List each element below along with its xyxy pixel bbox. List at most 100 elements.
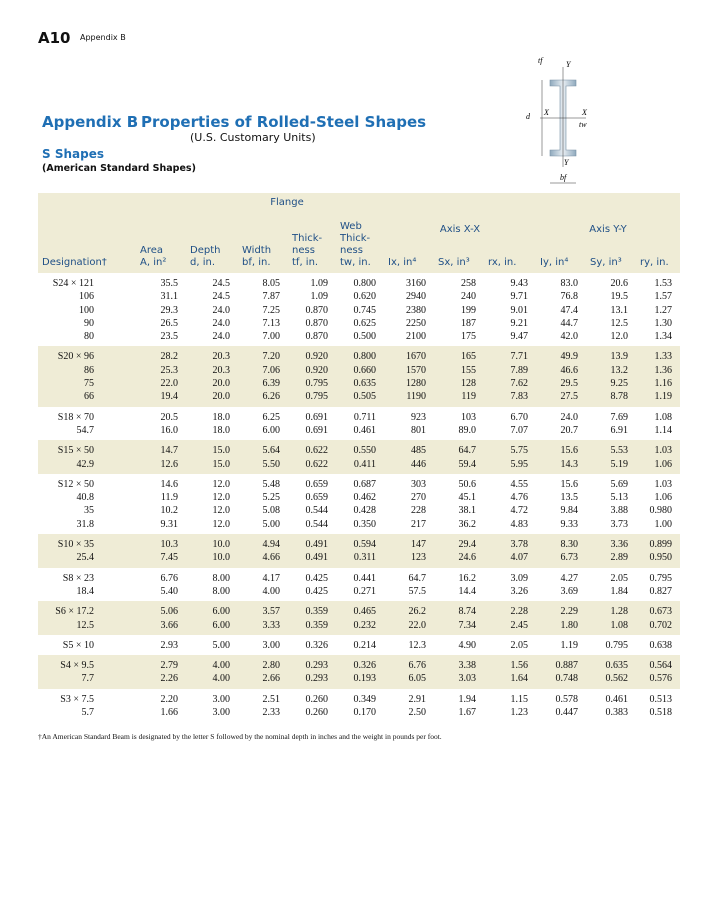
cell: 1.28 <box>586 601 636 619</box>
cell: 76.8 <box>560 291 579 303</box>
cell: 5.00 <box>262 518 281 530</box>
cell: 6.26 <box>238 390 288 407</box>
section-subtitle: (American Standard Shapes) <box>42 163 196 174</box>
cell: 7.06 <box>238 363 288 378</box>
cell: 0.311 <box>336 551 384 568</box>
cell: 0.887 <box>536 655 586 673</box>
cell: 9.47 <box>510 331 529 343</box>
header-line: Iy, in⁴ <box>540 257 569 268</box>
cell: 0.383 <box>605 707 629 719</box>
table-row: S8 × 23 6.76 8.00 4.17 0.425 0.441 64.7 16.2 3.0… <box>38 568 680 585</box>
table-row: 5.7 1.66 3.00 2.33 0.260 0.170 2.50 1.67 1.23 0.4… <box>38 706 680 722</box>
cell: 0.576 <box>636 672 680 689</box>
header-line: Thick- <box>292 233 323 244</box>
table-row: S15 × 50 14.7 15.0 5.64 0.622 0.550 485 64.7 5.7… <box>38 440 680 458</box>
cell: 0.659 <box>305 478 329 490</box>
cell: 0.659 <box>305 492 329 504</box>
cell: 7.71 <box>484 346 536 364</box>
header-line: ness <box>340 245 363 256</box>
cell: 6.25 <box>262 411 281 423</box>
cell: 2.93 <box>160 639 179 651</box>
cell: 10.0 <box>186 551 238 568</box>
cell: 4.83 <box>510 518 529 530</box>
cell: 13.9 <box>586 346 636 364</box>
cell: 0.745 <box>353 304 377 316</box>
table-row: S12 × 50 14.6 12.0 5.48 0.659 0.687 303 50.6 4.5… <box>38 474 680 491</box>
cell: 0.638 <box>649 639 673 651</box>
axis-label: X <box>543 108 550 117</box>
cell: 0.193 <box>336 672 384 689</box>
column-header: Width bf, in. <box>238 193 288 273</box>
cell: 1.53 <box>654 278 673 289</box>
cell: 303 <box>411 478 426 490</box>
cell: 1.57 <box>654 291 673 303</box>
cell: 0.635 <box>586 655 636 673</box>
cell: 5.06 <box>136 601 186 619</box>
designation: S3 × 7.5 <box>60 693 94 705</box>
cell: 1570 <box>384 363 434 378</box>
cell: 6.39 <box>238 377 288 391</box>
table-row: 54.7 16.0 18.0 6.00 0.691 0.461 801 89.0 7.07 20.… <box>38 424 680 440</box>
cell: 2.80 <box>238 655 288 673</box>
cell: 2.51 <box>262 693 281 705</box>
cell: 3.88 <box>610 505 629 517</box>
cell: 2.45 <box>484 618 536 635</box>
table-row: 90 26.5 24.0 7.13 0.870 0.625 2250 187 9.21 44.7 1… <box>38 317 680 330</box>
table-row: S6 × 17.2 5.06 6.00 3.57 0.359 0.465 26.2 8.74 2… <box>38 601 680 619</box>
cell: 7.69 <box>610 411 629 423</box>
cell: 0.795 <box>288 377 336 391</box>
cell: 12.5 <box>610 317 629 329</box>
cell: 38.1 <box>458 505 477 517</box>
cell: 270 <box>411 492 426 504</box>
cell: 3.33 <box>238 618 288 635</box>
cell: 4.94 <box>238 534 288 552</box>
cell: 2380 <box>406 304 426 316</box>
cell: 0.870 <box>305 331 329 343</box>
column-header: rx, in. <box>484 193 536 273</box>
cell: 24.0 <box>212 317 231 329</box>
cell: 4.90 <box>458 639 477 651</box>
cell: 9.31 <box>160 518 179 530</box>
cell: 1.19 <box>636 390 680 407</box>
designation: 35 <box>84 505 94 517</box>
designation: 42.9 <box>38 457 136 474</box>
cell: 14.3 <box>536 457 586 474</box>
cell: 15.6 <box>536 440 586 458</box>
table-row: S5 × 10 2.93 5.00 3.00 0.326 0.214 12.3 4.90 2.0… <box>38 635 680 655</box>
cell: 0.349 <box>353 693 377 705</box>
row-group: S5 × 10 2.93 5.00 3.00 0.326 0.214 12.3 4.90 2.0… <box>38 635 680 655</box>
cell: 20.3 <box>186 363 238 378</box>
cell: 7.13 <box>262 317 281 329</box>
cell: 46.6 <box>536 363 586 378</box>
cell: 3.57 <box>238 601 288 619</box>
cell: 6.70 <box>510 411 529 423</box>
cell: 7.20 <box>238 346 288 364</box>
header-line: Web <box>340 221 362 232</box>
cell: 4.27 <box>560 572 579 584</box>
designation: 7.7 <box>38 672 136 689</box>
cell: 24.0 <box>560 411 579 423</box>
table-row: S3 × 7.5 2.20 3.00 2.51 0.260 0.349 2.91 1.94 1.… <box>38 689 680 706</box>
cell: 6.05 <box>384 672 434 689</box>
table-row: 86 25.3 20.3 7.06 0.920 0.660 1570 155 7.89 46.6 1… <box>38 363 680 378</box>
footnote: †An American Standard Beam is designated… <box>38 732 442 741</box>
cell: 6.00 <box>186 618 238 635</box>
cell: 3.66 <box>136 618 186 635</box>
cell: 45.1 <box>458 492 477 504</box>
cell: 18.0 <box>212 411 231 423</box>
cell: 24.0 <box>212 304 231 316</box>
designation: S24 × 121 <box>52 278 94 289</box>
designation: 12.5 <box>38 618 136 635</box>
table-row: 66 19.4 20.0 6.26 0.795 0.505 1190 119 7.83 27.5 8… <box>38 390 680 407</box>
cell: 2.05 <box>510 639 529 651</box>
cell: 0.795 <box>288 390 336 407</box>
column-header: ry, in. <box>636 193 680 273</box>
cell: 0.795 <box>649 572 673 584</box>
cell: 35.5 <box>160 278 179 289</box>
cell: 3.00 <box>212 707 231 719</box>
cell: 0.550 <box>336 440 384 458</box>
cell: 8.78 <box>586 390 636 407</box>
row-group: S12 × 50 14.6 12.0 5.48 0.659 0.687 303 50.6 4.5… <box>38 474 680 534</box>
cell: 6.00 <box>262 424 281 436</box>
cell: 8.05 <box>262 278 281 289</box>
